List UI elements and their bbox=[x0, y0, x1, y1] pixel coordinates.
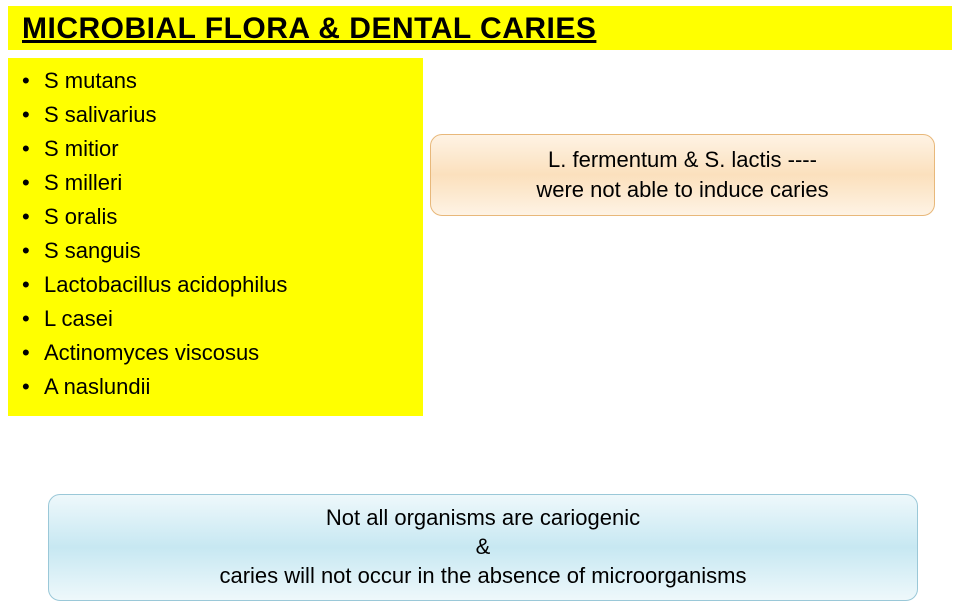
callout-line: & bbox=[65, 532, 901, 561]
list-item-text: S salivarius bbox=[44, 100, 156, 130]
bullet-icon: • bbox=[22, 372, 44, 402]
list-item-text: Actinomyces viscosus bbox=[44, 338, 259, 368]
organism-list: •S mutans•S salivarius•S mitior•S miller… bbox=[8, 58, 423, 416]
list-item: •L casei bbox=[22, 304, 411, 334]
bullet-icon: • bbox=[22, 168, 44, 198]
title-bar: MICROBIAL FLORA & DENTAL CARIES bbox=[8, 6, 952, 50]
list-item: •S salivarius bbox=[22, 100, 411, 130]
bullet-icon: • bbox=[22, 100, 44, 130]
callout-summary: Not all organisms are cariogenic & carie… bbox=[48, 494, 918, 601]
bullet-icon: • bbox=[22, 270, 44, 300]
list-item-text: A naslundii bbox=[44, 372, 150, 402]
list-item-text: Lactobacillus acidophilus bbox=[44, 270, 287, 300]
list-item-text: S oralis bbox=[44, 202, 117, 232]
list-item-text: S mitior bbox=[44, 134, 119, 164]
list-item-text: L casei bbox=[44, 304, 113, 334]
bullet-icon: • bbox=[22, 338, 44, 368]
bullet-icon: • bbox=[22, 236, 44, 266]
callout-line: were not able to induce caries bbox=[445, 175, 920, 205]
callout-line: L. fermentum & S. lactis ---- bbox=[445, 145, 920, 175]
bullet-icon: • bbox=[22, 304, 44, 334]
bullet-icon: • bbox=[22, 66, 44, 96]
list-item-text: S mutans bbox=[44, 66, 137, 96]
list-item: •Lactobacillus acidophilus bbox=[22, 270, 411, 300]
list-item: •S milleri bbox=[22, 168, 411, 198]
list-item-text: S milleri bbox=[44, 168, 122, 198]
bullet-icon: • bbox=[22, 202, 44, 232]
list-item: •S mitior bbox=[22, 134, 411, 164]
list-item: •S mutans bbox=[22, 66, 411, 96]
list-item: •Actinomyces viscosus bbox=[22, 338, 411, 368]
list-item: •S sanguis bbox=[22, 236, 411, 266]
bullet-icon: • bbox=[22, 134, 44, 164]
list-item: •S oralis bbox=[22, 202, 411, 232]
list-item-text: S sanguis bbox=[44, 236, 141, 266]
callout-line: caries will not occur in the absence of … bbox=[65, 561, 901, 590]
callout-line: Not all organisms are cariogenic bbox=[65, 503, 901, 532]
list-item: •A naslundii bbox=[22, 372, 411, 402]
slide-title: MICROBIAL FLORA & DENTAL CARIES bbox=[22, 12, 938, 46]
callout-non-cariogenic: L. fermentum & S. lactis ---- were not a… bbox=[430, 134, 935, 216]
